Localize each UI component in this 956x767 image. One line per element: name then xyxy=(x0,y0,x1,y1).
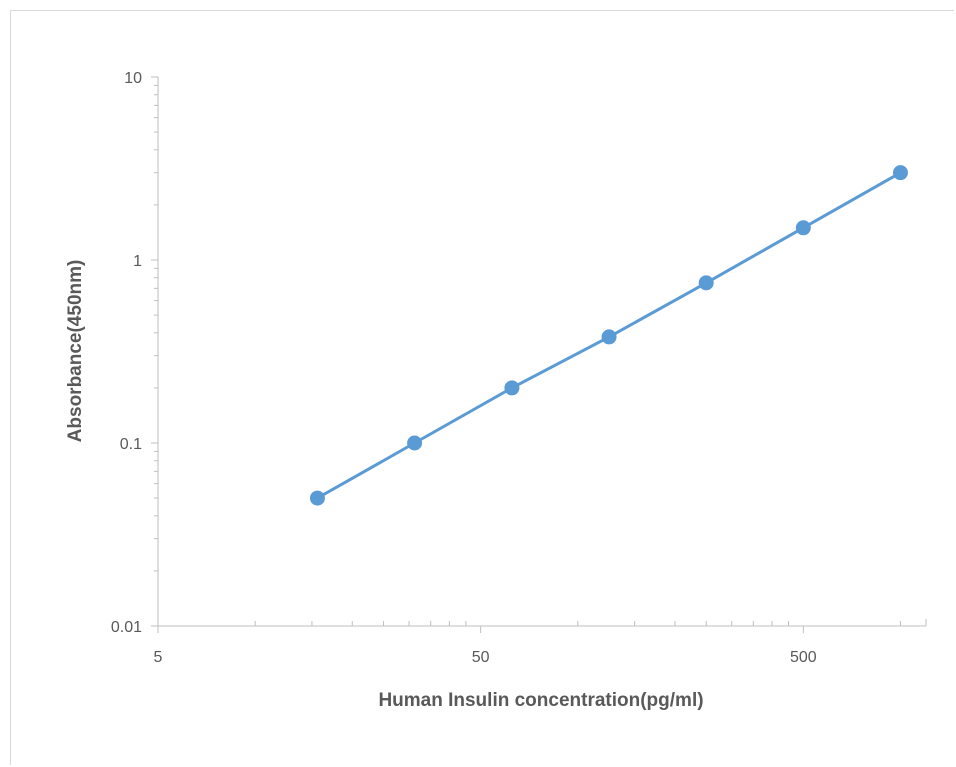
y-tick-label: 0.1 xyxy=(120,436,142,453)
data-point xyxy=(309,490,325,506)
x-tick-label: 5 xyxy=(154,649,163,666)
y-tick-label: 10 xyxy=(124,70,142,87)
series xyxy=(309,165,908,506)
y-axis-title: Absorbance(450nm) xyxy=(65,260,86,443)
data-point xyxy=(504,380,520,396)
y-tick-label: 0.01 xyxy=(111,619,142,636)
x-tick-label: 500 xyxy=(790,649,817,666)
data-point xyxy=(795,220,811,236)
data-point xyxy=(892,165,908,181)
data-point xyxy=(698,275,714,291)
chart-frame xyxy=(10,10,954,765)
x-tick-label: 50 xyxy=(472,649,490,666)
data-point xyxy=(601,329,617,345)
y-tick-label: 1 xyxy=(133,253,142,270)
data-point xyxy=(407,435,423,451)
ticks: 10 1 0.1 0.01 5 50 500 xyxy=(111,70,927,666)
x-axis-title: Human Insulin concentration(pg/ml) xyxy=(378,690,703,711)
axes xyxy=(157,77,926,627)
